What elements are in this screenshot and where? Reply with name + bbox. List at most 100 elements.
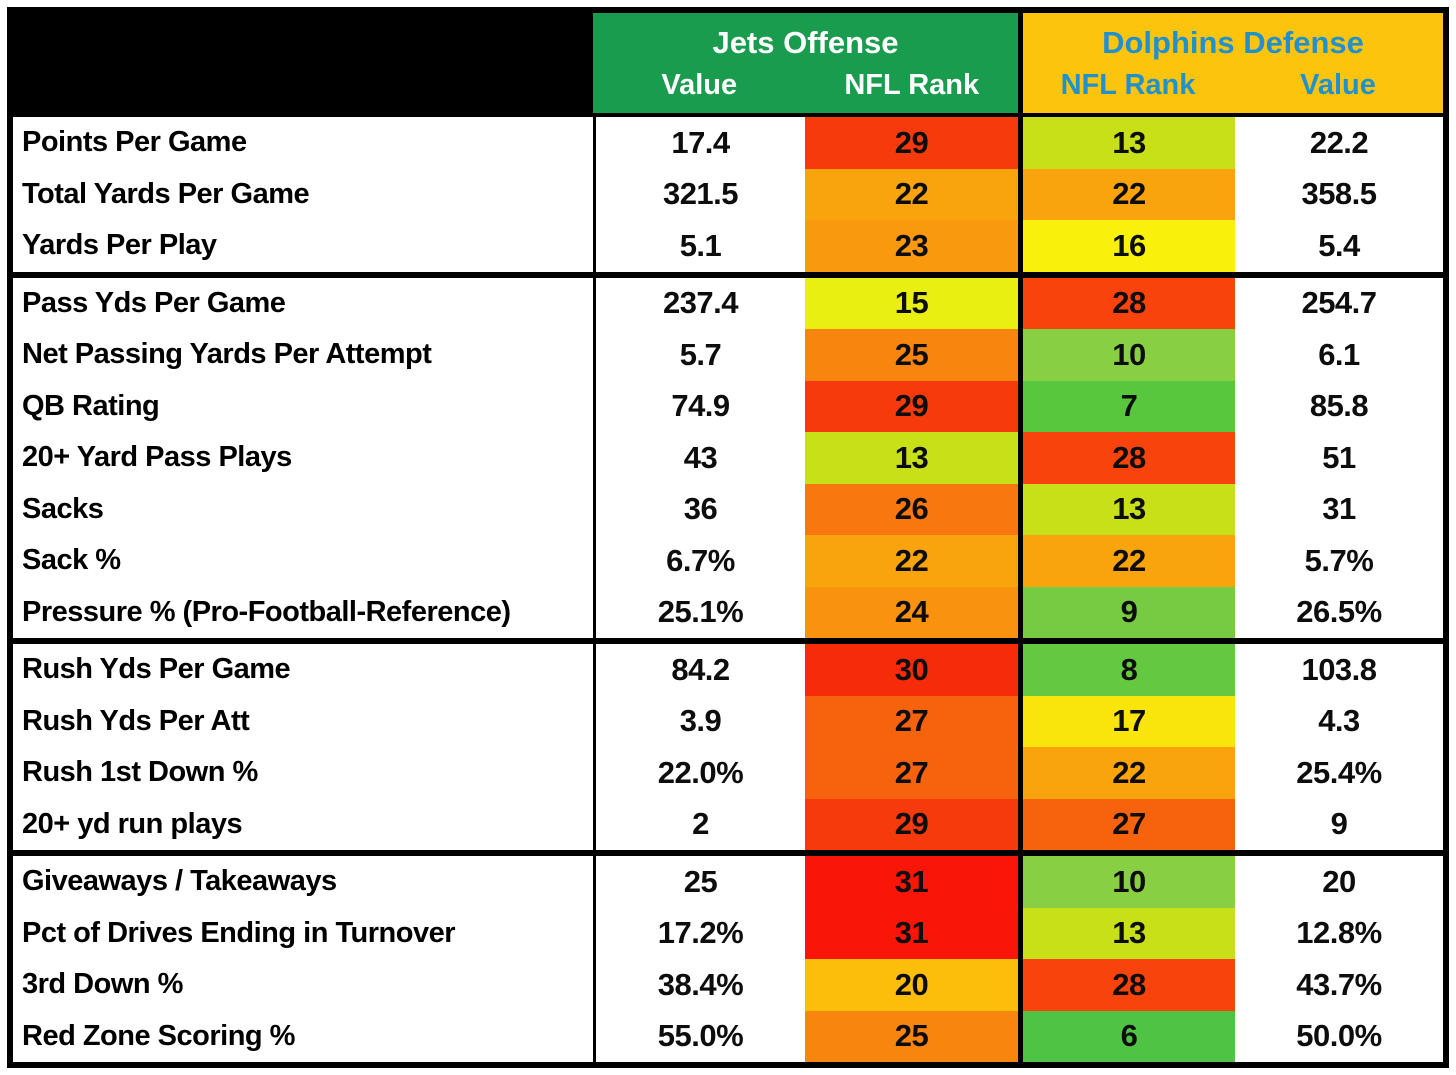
stat-label-cell: Points Per Game xyxy=(22,126,247,159)
dolphins-rank-cell: 8 xyxy=(1018,644,1235,696)
stat-label-cell: Giveaways / Takeaways xyxy=(22,865,337,898)
jets-value-cell: 5.1 xyxy=(593,220,805,272)
jets-value-cell: 321.5 xyxy=(593,168,805,220)
stat-label-cell: Rush 1st Down % xyxy=(22,756,258,789)
dolphins-value-cell: 25.4% xyxy=(1296,754,1382,790)
table-row: 20+ Yard Pass Plays 43 13 28 51 xyxy=(13,432,1443,484)
dolphins-value-cell: 6.1 xyxy=(1318,336,1360,372)
dolphins-value-cell: 254.7 xyxy=(1301,285,1377,321)
jets-rank-column-header: NFL Rank xyxy=(844,69,980,102)
section-divider xyxy=(13,850,1443,856)
stat-label-cell: Pass Yds Per Game xyxy=(22,286,286,319)
dolphins-rank-cell: 17 xyxy=(1018,695,1235,747)
jets-rank-cell: 15 xyxy=(805,277,1018,329)
dolphins-value-cell: 12.8% xyxy=(1296,915,1382,951)
jets-value-cell: 25 xyxy=(593,856,805,908)
jets-rank-cell: 29 xyxy=(805,117,1018,169)
dolphins-rank-cell: 28 xyxy=(1018,959,1235,1011)
table-section: Pass Yds Per Game 237.4 15 28 254.7 Net … xyxy=(13,277,1443,638)
table-row: Giveaways / Takeaways 25 31 10 20 xyxy=(13,856,1443,908)
dolphins-defense-header: Dolphins Defense NFL Rank Value xyxy=(1018,13,1443,113)
corner-block xyxy=(13,13,593,113)
jets-value-cell: 2 xyxy=(593,798,805,850)
table-row: 3rd Down % 38.4% 20 28 43.7% xyxy=(13,959,1443,1011)
jets-rank-cell: 27 xyxy=(805,695,1018,747)
table-row: Net Passing Yards Per Attempt 5.7 25 10 … xyxy=(13,329,1443,381)
section-divider xyxy=(13,271,1443,278)
dolphins-rank-cell: 9 xyxy=(1018,586,1235,638)
jets-value-cell: 22.0% xyxy=(593,747,805,799)
table-row: Points Per Game 17.4 29 13 22.2 xyxy=(13,117,1443,169)
stat-label-cell: Rush Yds Per Game xyxy=(22,653,291,686)
jets-value-cell: 17.4 xyxy=(593,117,805,169)
table-row: Pressure % (Pro-Football-Reference) 25.1… xyxy=(13,586,1443,638)
dolphins-rank-cell: 27 xyxy=(1018,798,1235,850)
dolphins-rank-cell: 6 xyxy=(1018,1010,1235,1062)
jets-value-cell: 43 xyxy=(593,432,805,484)
dolphins-value-cell: 85.8 xyxy=(1309,388,1369,424)
table-row: Sacks 36 26 13 31 xyxy=(13,483,1443,535)
dolphins-value-cell: 4.3 xyxy=(1318,703,1360,739)
stat-label-cell: QB Rating xyxy=(22,389,160,422)
jets-rank-cell: 25 xyxy=(805,329,1018,381)
jets-rank-cell: 13 xyxy=(805,432,1018,484)
jets-value-cell: 74.9 xyxy=(593,380,805,432)
jets-value-cell: 3.9 xyxy=(593,695,805,747)
jets-rank-cell: 30 xyxy=(805,644,1018,696)
dolphins-rank-cell: 13 xyxy=(1018,483,1235,535)
jets-value-column-header: Value xyxy=(661,69,738,102)
dolphins-value-cell: 9 xyxy=(1330,806,1348,842)
stat-label-cell: Total Yards Per Game xyxy=(22,177,310,210)
table-body: Points Per Game 17.4 29 13 22.2 Total Ya… xyxy=(13,117,1443,1062)
table-row: Rush Yds Per Att 3.9 27 17 4.3 xyxy=(13,695,1443,747)
jets-offense-title: Jets Offense xyxy=(712,24,899,60)
stat-label-cell: Sack % xyxy=(22,544,121,577)
dolphins-rank-cell: 7 xyxy=(1018,380,1235,432)
dolphins-rank-cell: 22 xyxy=(1018,747,1235,799)
dolphins-value-cell: 358.5 xyxy=(1301,176,1377,212)
table-header: Jets Offense Value NFL Rank Dolphins Def… xyxy=(13,13,1443,117)
dolphins-rank-cell: 22 xyxy=(1018,535,1235,587)
section-divider xyxy=(13,638,1443,644)
jets-value-cell: 5.7 xyxy=(593,329,805,381)
stat-label-cell: Rush Yds Per Att xyxy=(22,704,250,737)
table-row: Total Yards Per Game 321.5 22 22 358.5 xyxy=(13,168,1443,220)
jets-rank-cell: 20 xyxy=(805,959,1018,1011)
jets-value-cell: 6.7% xyxy=(593,535,805,587)
dolphins-rank-cell: 13 xyxy=(1018,907,1235,959)
dolphins-value-cell: 103.8 xyxy=(1301,651,1377,687)
jets-value-cell: 84.2 xyxy=(593,644,805,696)
jets-value-cell: 237.4 xyxy=(593,277,805,329)
jets-rank-cell: 31 xyxy=(805,856,1018,908)
stat-label-cell: Net Passing Yards Per Attempt xyxy=(22,338,432,371)
jets-value-cell: 55.0% xyxy=(593,1010,805,1062)
dolphins-value-cell: 31 xyxy=(1322,491,1356,527)
table-row: Yards Per Play 5.1 23 16 5.4 xyxy=(13,220,1443,272)
dolphins-rank-cell: 10 xyxy=(1018,329,1235,381)
jets-value-cell: 38.4% xyxy=(593,959,805,1011)
stat-label-cell: Pct of Drives Ending in Turnover xyxy=(22,916,456,949)
dolphins-value-column-header: Value xyxy=(1300,69,1376,102)
stat-label-cell: 20+ Yard Pass Plays xyxy=(22,441,292,474)
dolphins-rank-cell: 10 xyxy=(1018,856,1235,908)
jets-offense-header: Jets Offense Value NFL Rank xyxy=(593,13,1018,113)
stat-label-cell: 3rd Down % xyxy=(22,968,183,1001)
dolphins-value-cell: 50.0% xyxy=(1296,1018,1382,1054)
table-row: QB Rating 74.9 29 7 85.8 xyxy=(13,380,1443,432)
table-row: Pct of Drives Ending in Turnover 17.2% 3… xyxy=(13,907,1443,959)
dolphins-rank-cell: 28 xyxy=(1018,432,1235,484)
table-section: Rush Yds Per Game 84.2 30 8 103.8 Rush Y… xyxy=(13,644,1443,850)
dolphins-value-cell: 22.2 xyxy=(1309,124,1369,160)
jets-rank-cell: 22 xyxy=(805,168,1018,220)
table-section: Giveaways / Takeaways 25 31 10 20 Pct of… xyxy=(13,856,1443,1062)
jets-rank-cell: 31 xyxy=(805,907,1018,959)
table-row: Red Zone Scoring % 55.0% 25 6 50.0% xyxy=(13,1010,1443,1062)
dolphins-value-cell: 5.7% xyxy=(1304,542,1374,578)
stat-label-cell: 20+ yd run plays xyxy=(22,807,243,840)
jets-rank-cell: 22 xyxy=(805,535,1018,587)
dolphins-rank-cell: 22 xyxy=(1018,168,1235,220)
jets-rank-cell: 25 xyxy=(805,1010,1018,1062)
stat-label-cell: Yards Per Play xyxy=(22,229,217,262)
stat-label-cell: Red Zone Scoring % xyxy=(22,1019,295,1052)
dolphins-rank-cell: 28 xyxy=(1018,277,1235,329)
